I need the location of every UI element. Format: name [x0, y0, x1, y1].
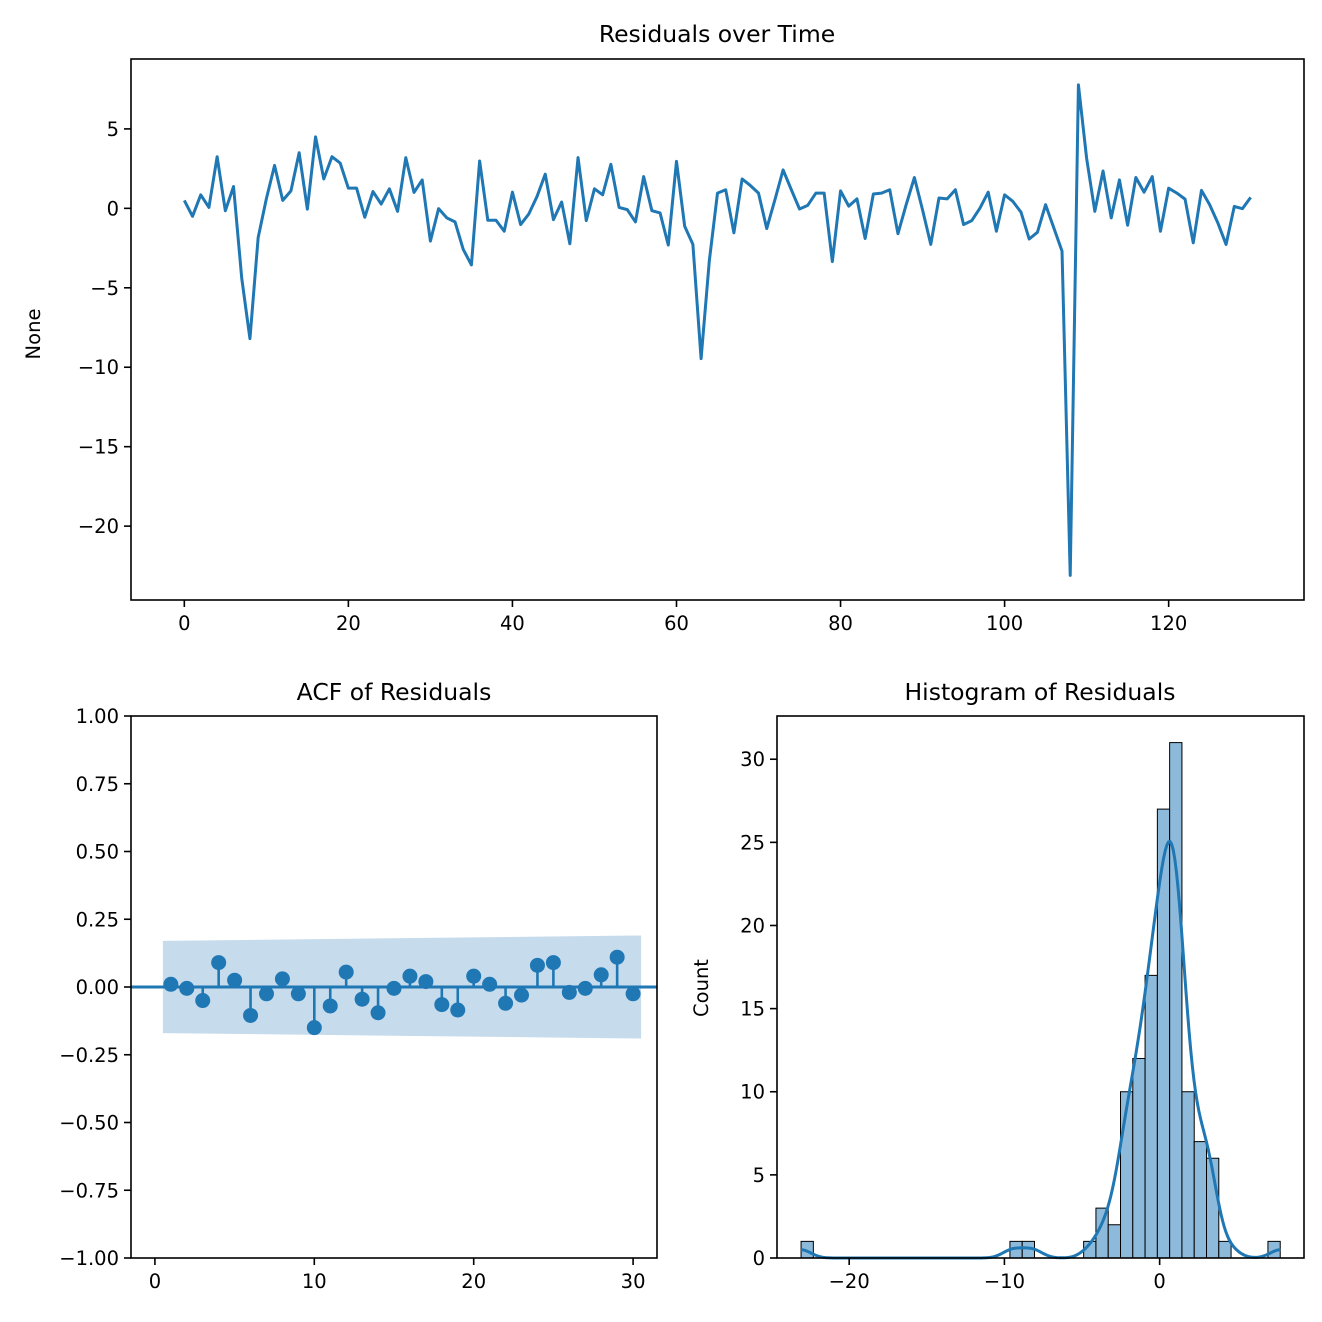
- acf-marker: [211, 955, 227, 971]
- chart-title: Histogram of Residuals: [905, 678, 1176, 706]
- x-tick-label: 30: [621, 1270, 646, 1293]
- acf-marker: [434, 997, 450, 1013]
- axes-frame: [130, 58, 1305, 601]
- x-tick-label: 40: [500, 612, 525, 635]
- histogram-bar: [1107, 1224, 1122, 1259]
- y-tick-label: −1.00: [59, 1247, 119, 1270]
- y-tick-label: 0.25: [76, 908, 119, 931]
- y-tick-label: 20: [740, 914, 765, 937]
- acf-marker: [609, 949, 625, 965]
- acf-marker: [338, 964, 354, 980]
- x-tick-label: −10: [984, 1270, 1025, 1293]
- chart-title: Residuals over Time: [599, 20, 835, 48]
- acf-marker: [498, 995, 514, 1011]
- y-tick-label: 0: [107, 197, 119, 220]
- x-tick-label: 100: [986, 612, 1023, 635]
- histogram-bar: [1193, 1141, 1208, 1259]
- acf-marker: [179, 980, 195, 996]
- y-tick-label: 5: [107, 118, 119, 141]
- axes-frame: [776, 715, 1305, 1259]
- y-tick-label: 0.50: [76, 841, 119, 864]
- y-tick-label: 30: [740, 748, 765, 771]
- y-tick-label: −0.50: [59, 1112, 119, 1135]
- y-tick-label: 5: [753, 1164, 765, 1187]
- acf-marker: [163, 976, 179, 992]
- x-tick-label: −20: [829, 1270, 870, 1293]
- acf-marker: [466, 968, 482, 984]
- x-tick-label: 10: [302, 1270, 327, 1293]
- y-tick-label: 0.00: [76, 976, 119, 999]
- acf-marker: [625, 986, 641, 1002]
- y-tick-label: −0.75: [59, 1179, 119, 1202]
- y-tick-label: 10: [740, 1081, 765, 1104]
- histogram-bar: [1132, 1057, 1146, 1259]
- y-tick-label: −15: [78, 436, 119, 459]
- acf-marker: [418, 974, 434, 990]
- acf-marker: [322, 998, 338, 1014]
- y-tick-label: −0.25: [59, 1044, 119, 1067]
- histogram-bar: [1218, 1240, 1232, 1259]
- x-tick-label: 120: [1150, 612, 1187, 635]
- acf-panel: ACF of Residuals 0 10 20 30 1.00 0.75 0.50 0.25…: [59, 678, 658, 1293]
- x-tick-label: 0: [178, 612, 190, 635]
- acf-marker: [529, 957, 545, 973]
- x-tick-label: 0: [1153, 1270, 1165, 1293]
- acf-marker: [195, 993, 211, 1009]
- acf-marker: [258, 986, 274, 1002]
- acf-marker: [306, 1020, 322, 1036]
- acf-marker: [577, 980, 593, 996]
- histogram-bar: [1169, 742, 1183, 1259]
- histogram-panel: Histogram of Residuals Count −20 −10 0 0 5 10…: [690, 678, 1305, 1293]
- y-tick-label: −20: [78, 515, 119, 538]
- residuals-over-time-panel: Residuals over Time None 0 20 40 60 80 100 120…: [22, 20, 1305, 635]
- acf-marker: [370, 1005, 386, 1021]
- residuals-line: [182, 83, 1252, 577]
- y-tick-label: 0.75: [76, 773, 119, 796]
- y-tick-label: 15: [740, 998, 765, 1021]
- acf-marker: [386, 980, 402, 996]
- y-tick-label: −10: [78, 356, 119, 379]
- acf-marker: [227, 972, 243, 988]
- acf-marker: [514, 987, 530, 1003]
- x-tick-label: 20: [461, 1270, 486, 1293]
- acf-marker: [354, 991, 370, 1007]
- acf-marker: [402, 968, 418, 984]
- acf-marker: [545, 955, 561, 971]
- y-tick-label: 0: [753, 1247, 765, 1270]
- y-tick-label: 1.00: [76, 705, 119, 728]
- y-axis-label: Count: [690, 959, 713, 1017]
- histogram-bar: [1181, 1091, 1195, 1259]
- acf-marker: [482, 976, 498, 992]
- acf-marker: [243, 1007, 259, 1023]
- histogram-bar: [1144, 974, 1158, 1259]
- x-tick-label: 60: [664, 612, 689, 635]
- acf-marker: [274, 971, 290, 987]
- y-axis-label: None: [22, 309, 45, 360]
- y-tick-label: 25: [740, 831, 765, 854]
- chart-title: ACF of Residuals: [297, 678, 492, 706]
- x-tick-label: 80: [828, 612, 853, 635]
- axes-frame: [130, 715, 658, 1259]
- acf-marker: [450, 1002, 466, 1018]
- acf-marker: [593, 967, 609, 983]
- y-tick-label: −5: [90, 277, 119, 300]
- acf-marker: [561, 984, 577, 1000]
- x-tick-label: 0: [149, 1270, 161, 1293]
- acf-marker: [290, 986, 306, 1002]
- x-tick-label: 20: [336, 612, 361, 635]
